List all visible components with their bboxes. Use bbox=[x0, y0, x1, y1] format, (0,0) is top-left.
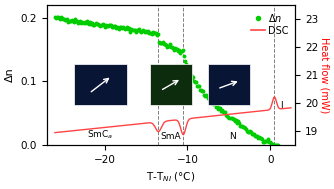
Legend: $\Delta n$, DSC: $\Delta n$, DSC bbox=[249, 10, 290, 38]
Text: SmC$_a$: SmC$_a$ bbox=[87, 128, 114, 141]
Y-axis label: Δn: Δn bbox=[5, 68, 15, 82]
Text: N: N bbox=[229, 132, 236, 141]
Text: SmA: SmA bbox=[161, 132, 181, 141]
Bar bbox=[150, 64, 191, 105]
Bar bbox=[208, 64, 249, 105]
Text: I: I bbox=[281, 101, 283, 110]
Y-axis label: Heat flow (mW): Heat flow (mW) bbox=[319, 37, 329, 113]
Bar bbox=[73, 64, 127, 105]
X-axis label: T-T$_{NI}$ (°C): T-T$_{NI}$ (°C) bbox=[146, 170, 195, 184]
